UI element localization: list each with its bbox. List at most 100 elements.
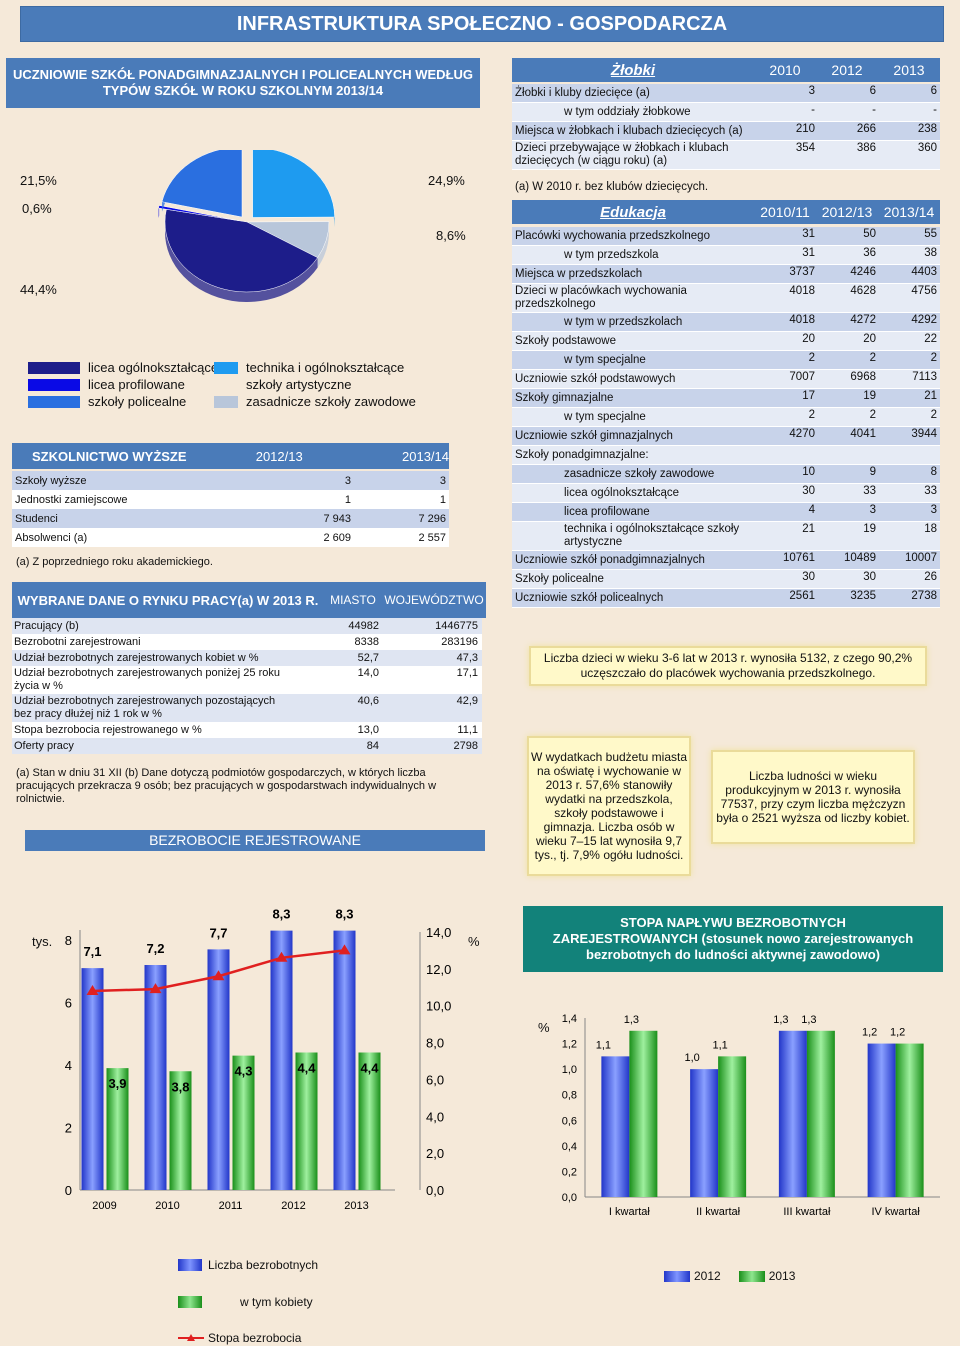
higher-ed-note: (a) Z poprzedniego roku akademickiego. (16, 556, 213, 568)
bar-2013 (895, 1043, 924, 1197)
row-value: 386 (818, 140, 879, 170)
x-tick-label: IV kwartał (871, 1206, 920, 1218)
pie-slice-side (158, 205, 160, 219)
bar-unemployed (207, 949, 230, 1190)
row-value: 19 (818, 388, 879, 408)
row-value: 210 (757, 121, 818, 141)
unemployment-right-unit: % (468, 934, 480, 949)
x-tick-label: 2013 (344, 1200, 368, 1212)
page-title: INFRASTRUKTURA SPOŁECZNO - GOSPODARCZA (20, 6, 944, 42)
row-value: 2798 (453, 740, 478, 752)
legend-swatch (178, 1259, 202, 1271)
y-right-tick-label: 4,0 (426, 1109, 444, 1124)
legend-label: Stopa bezrobocia (208, 1331, 302, 1345)
y-right-tick-label: 14,0 (426, 925, 451, 940)
legend-swatch (738, 1270, 765, 1282)
row-value: 7007 (757, 369, 818, 389)
row-value: 2 609 (268, 528, 354, 547)
row-value: 2 (818, 407, 879, 427)
bar-women (169, 1071, 192, 1190)
row-label: w tym specjalne (512, 407, 757, 427)
row-value: 4270 (757, 426, 818, 446)
table-row: Uczniowie szkół policealnych 2561 3235 2738 (512, 588, 940, 608)
legend-label: 2012 (694, 1269, 721, 1283)
y-right-tick-label: 0,0 (426, 1183, 444, 1198)
pie-legend-left: licea ogólnokształcące licea profilowane… (28, 359, 218, 410)
bar-unemployed (144, 965, 167, 1190)
bar-2013 (629, 1030, 658, 1197)
table-row: Uczniowie szkół ponadgimnazjalnych 10761 1… (512, 550, 940, 570)
bar-label: 1,2 (890, 1027, 905, 1039)
table-row: Miejsca w przedszkolach 3737 4246 4403 (512, 264, 940, 284)
row-value: 1 (268, 490, 354, 509)
table-row: w tym przedszkola 31 36 38 (512, 245, 940, 265)
edukacja-table: Placówki wychowania przedszkolnego 31 50 55… (512, 227, 940, 608)
table-row: licea ogólnokształcące 30 33 33 (512, 483, 940, 503)
row-value: 283196 (441, 636, 478, 648)
legend-label: 2013 (768, 1269, 796, 1283)
row-value: 3 (354, 471, 449, 490)
bar-label: 1,1 (596, 1039, 611, 1051)
row-label: w tym przedszkola (512, 245, 757, 265)
labour-col2: WOJEWÓDZTWO (384, 593, 484, 607)
row-label: Dzieci przebywające w żłobkach i klubach… (512, 140, 757, 170)
y-tick-label: 2 (65, 1121, 72, 1136)
bar-label: 1,3 (801, 1014, 816, 1026)
zlobki-note: (a) W 2010 r. bez klubów dziecięcych. (515, 181, 709, 193)
table-row: Szkoły ponadgimnazjalne: (512, 445, 940, 465)
higher-ed-col2: 2013/14 (402, 448, 450, 464)
bar-label: 3,8 (171, 1079, 189, 1094)
row-value: 3 (818, 502, 879, 522)
zlobki-year: 2010 (769, 62, 801, 78)
row-value: 50 (818, 227, 879, 246)
row-value: 21 (757, 521, 818, 551)
legend-label: zasadnicze szkoły zawodowe (246, 394, 416, 409)
edukacja-year: 2013/14 (883, 204, 935, 220)
row-value: 9 (818, 464, 879, 484)
row-value (757, 445, 818, 465)
row-value: 4246 (818, 264, 879, 284)
line-point (275, 951, 288, 962)
line-point (338, 944, 351, 955)
pie-chart (158, 150, 335, 302)
legend-label: w tym kobiety (240, 1295, 313, 1309)
table-row: Szkoły wyższe 3 3 (12, 471, 449, 490)
legend-label: licea profilowane (88, 377, 185, 392)
row-value: 47,3 (456, 652, 478, 664)
note-budget: W wydatkach budżetu miasta na oświatę i … (527, 736, 691, 876)
row-value: - (757, 102, 818, 122)
bar-2012 (690, 1069, 719, 1197)
row-label: Szkoły policealne (512, 569, 757, 589)
row-value: 4292 (879, 312, 940, 332)
y-tick-label: 0,6 (562, 1115, 577, 1127)
row-value: 354 (757, 140, 818, 170)
row-value: 2 (757, 350, 818, 370)
bar-label: 1,3 (624, 1014, 639, 1026)
row-value: 1446775 (435, 620, 478, 632)
table-row: Stopa bezrobocia rejestrowanego w % 13,0 1… (12, 722, 482, 738)
table-row: Jednostki zamiejscowe 1 1 (12, 490, 449, 509)
row-label: Udział bezrobotnych zarejestrowanych poz… (14, 695, 276, 720)
table-row: Udział bezrobotnych zarejestrowanych pon… (12, 666, 482, 694)
row-value: 3737 (757, 264, 818, 284)
pie-slice (252, 150, 335, 218)
row-label: Absolwenci (a) (12, 528, 268, 547)
y-right-tick-label: 12,0 (426, 962, 451, 977)
zlobki-year: 2013 (893, 62, 925, 78)
row-label: Szkoły podstawowe (512, 331, 757, 351)
row-value: 18 (879, 521, 940, 551)
row-label: Uczniowie szkół ponadgimnazjalnych (512, 550, 757, 570)
row-value: 4756 (879, 283, 940, 313)
bar-label: 4,4 (297, 1061, 316, 1076)
legend-swatch (214, 395, 238, 408)
row-value: 2738 (879, 588, 940, 608)
row-value: 7113 (879, 369, 940, 389)
table-row: Udział bezrobotnych zarejestrowanych kob… (12, 650, 482, 666)
bar-label: 7,7 (209, 925, 227, 940)
table-row: Bezrobotni zarejestrowani 8338 283196 (12, 634, 482, 650)
unemployment-legend: Liczba bezrobotnych w tym kobiety Stopa … (178, 1258, 318, 1345)
row-label: Szkoły wyższe (12, 471, 268, 490)
legend-swatch (664, 1270, 690, 1282)
x-tick-label: 2011 (219, 1200, 243, 1212)
row-value: 20 (757, 331, 818, 351)
